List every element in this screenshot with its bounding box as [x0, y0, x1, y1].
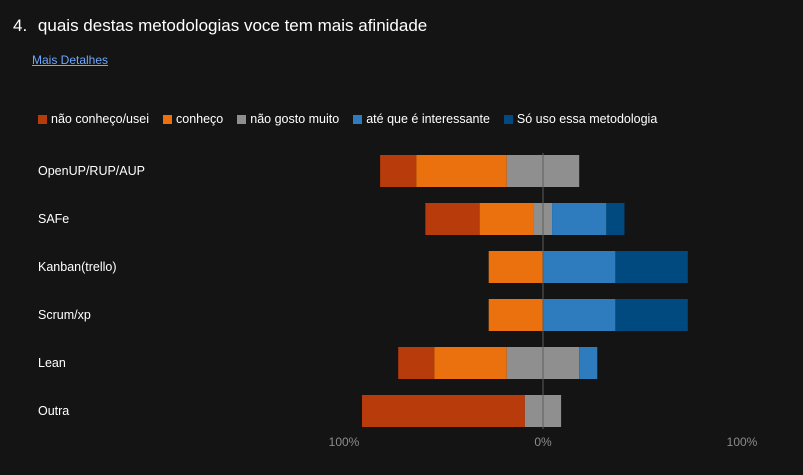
x-tick-label: 0% [534, 435, 552, 449]
legend-swatch [503, 114, 513, 124]
bar-segment [398, 347, 435, 379]
legend-label: não gosto muito [250, 112, 340, 126]
category-label: Lean [38, 356, 66, 370]
bar-segment [488, 251, 543, 283]
bar-segment [579, 347, 598, 379]
category-label: SAFe [38, 212, 69, 226]
x-tick-label: 100% [329, 435, 360, 449]
legend-item-so-uso: Só uso essa metodologia [503, 112, 658, 126]
bar-segment [543, 251, 616, 283]
bar-segment [425, 203, 480, 235]
bar-segment [416, 155, 507, 187]
bar-segment [479, 203, 534, 235]
bar-segment [552, 203, 607, 235]
bar-segment [380, 155, 417, 187]
category-label: OpenUP/RUP/AUP [38, 164, 145, 178]
bar-segment [615, 251, 688, 283]
x-tick-label: 100% [727, 435, 758, 449]
chart-legend: não conheço/usei conheço não gosto muito… [38, 112, 671, 126]
bar-segment [362, 395, 525, 427]
question-title: 4. quais destas metodologias voce tem ma… [13, 16, 427, 36]
legend-item-conheco: conheço [163, 112, 223, 126]
question-number: 4. [13, 16, 28, 35]
legend-item-nao-conheco: não conheço/usei [38, 112, 149, 126]
bar-segment [434, 347, 507, 379]
legend-item-interessante: até que é interessante [353, 112, 490, 126]
legend-label: não conheço/usei [51, 112, 149, 126]
bar-segment [615, 299, 688, 331]
legend-label: conheço [176, 112, 224, 126]
category-label: Kanban(trello) [38, 260, 117, 274]
legend-swatch [353, 114, 363, 124]
legend-swatch [163, 114, 172, 124]
category-label: Scrum/xp [38, 308, 91, 322]
bar-segment [606, 203, 625, 235]
question-text: quais destas metodologias voce tem mais … [37, 16, 428, 35]
legend-label: até que é interessante [366, 112, 490, 126]
legend-item-nao-gosto: não gosto muito [237, 112, 339, 126]
legend-swatch [237, 114, 247, 124]
more-details-link[interactable]: Mais Detalhes [32, 53, 109, 67]
bar-segment [543, 299, 616, 331]
legend-label: Só uso essa metodologia [516, 112, 658, 126]
legend-swatch [38, 114, 47, 124]
category-label: Outra [38, 404, 69, 418]
bar-segment [488, 299, 543, 331]
